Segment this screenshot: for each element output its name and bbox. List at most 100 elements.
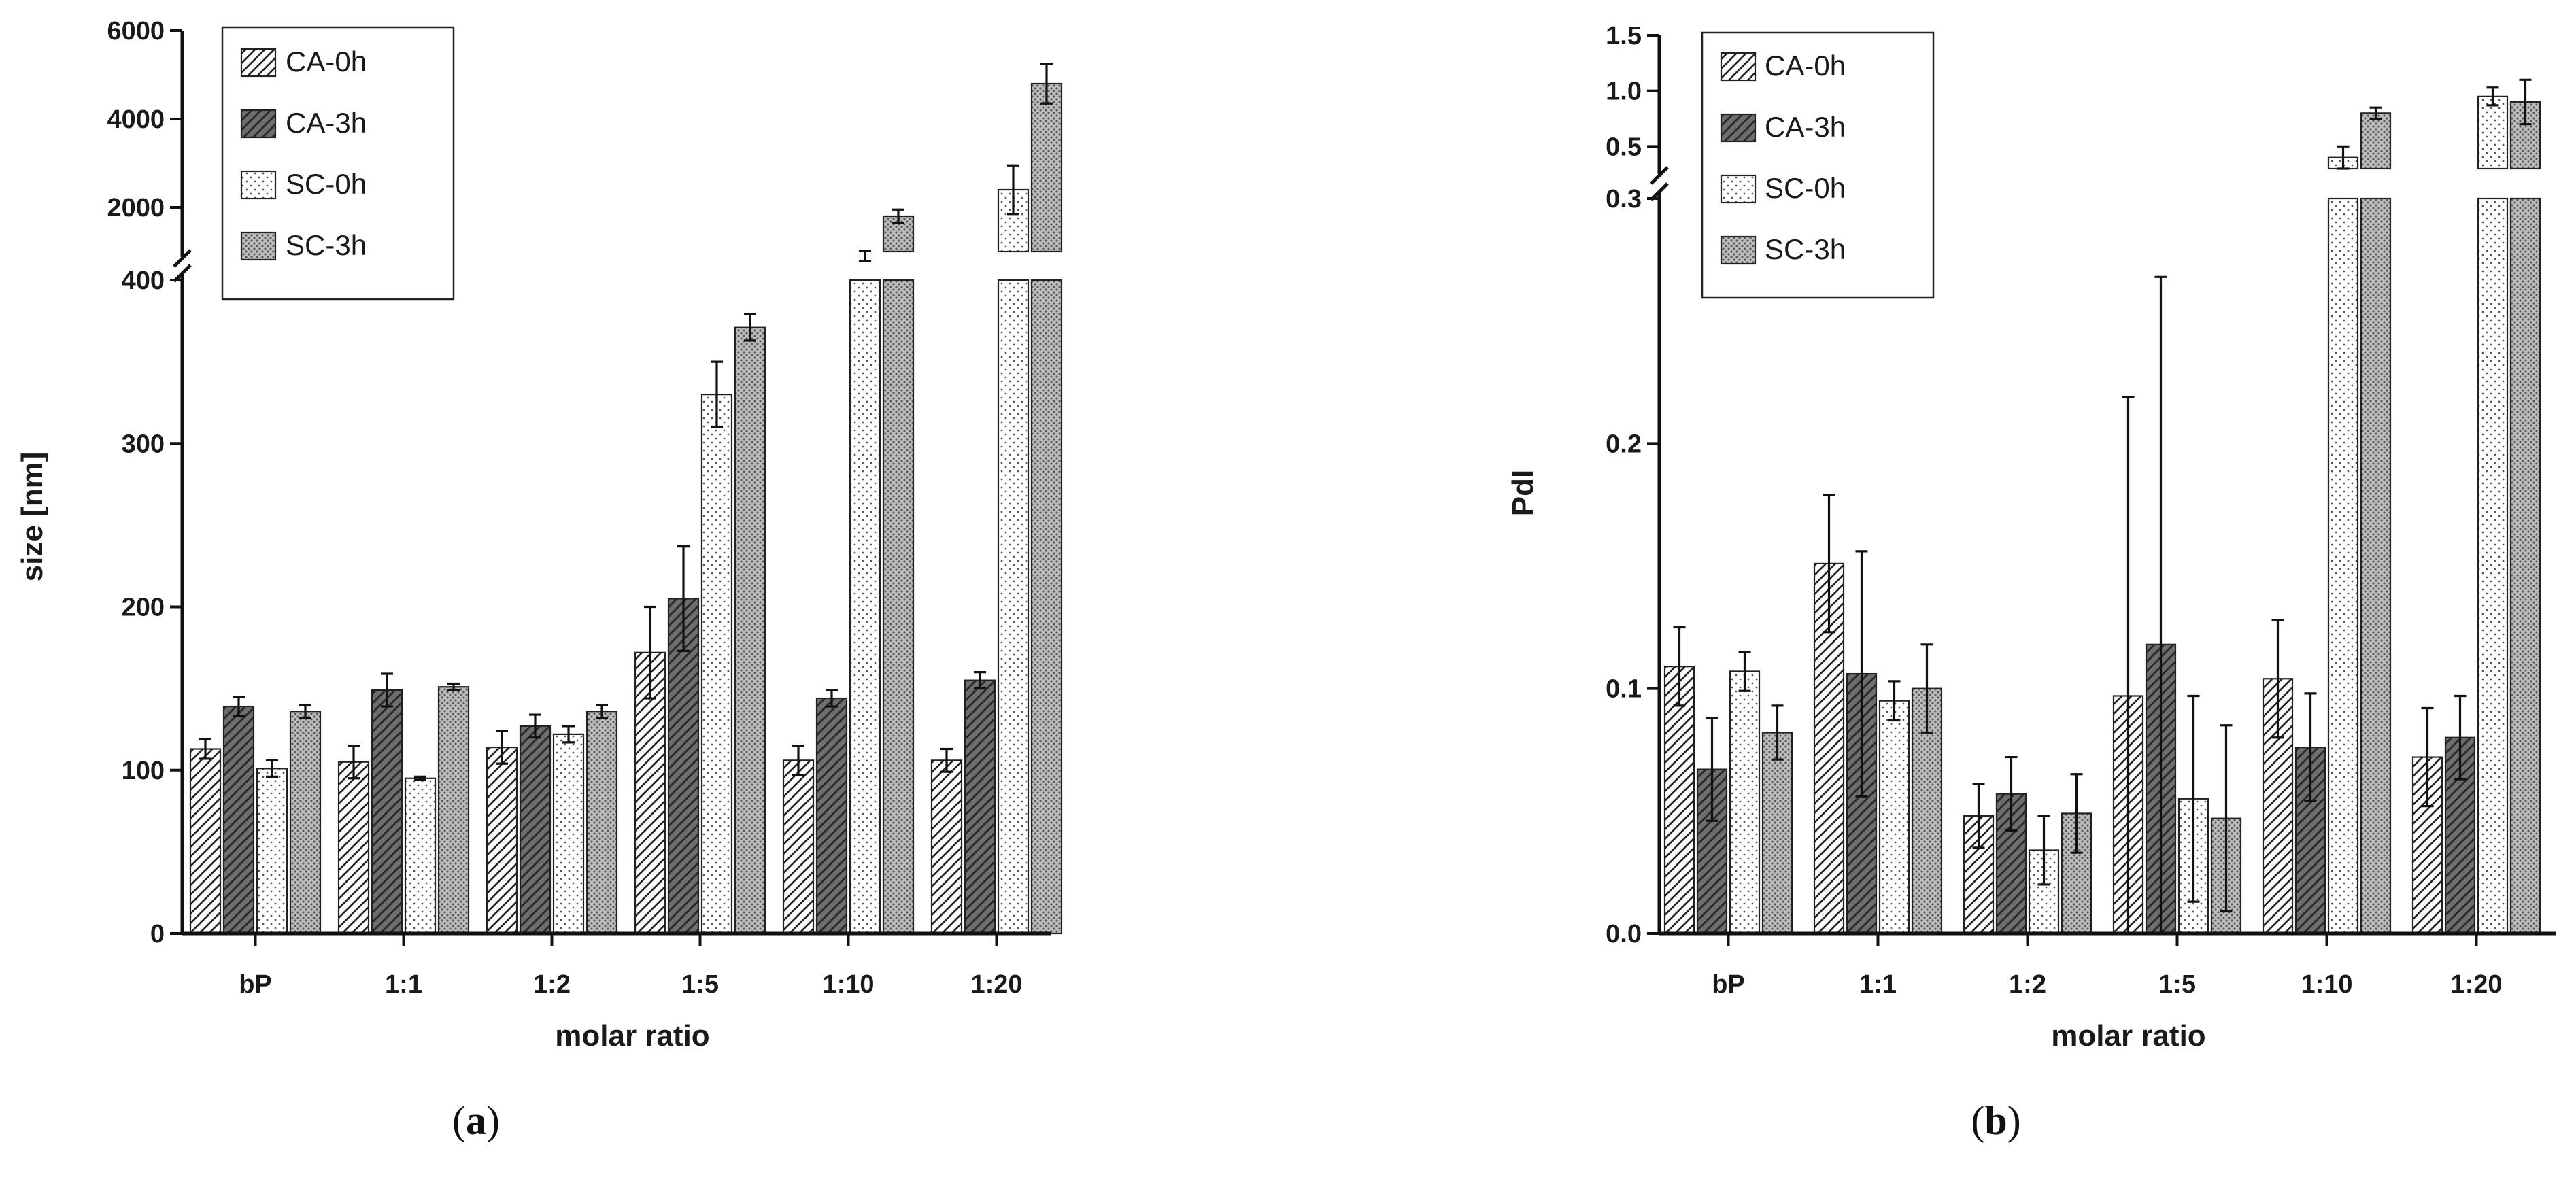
- panel-a-bar-ca-3h-1-10: [815, 697, 848, 935]
- panel-a-bar-sc-0h-1-2: [552, 733, 585, 935]
- panel-a-bar-ca-0h-1-20: [930, 759, 963, 935]
- panel-a-bar-sc-0h-1-1: [404, 777, 437, 935]
- panel-b-y-tick-label: 1.0: [1606, 78, 1642, 106]
- panel-a-legend-label-ca-3h: CA-3h: [286, 107, 367, 139]
- panel-a-y-tick-labels: 0 100 200 300 400 2000 4000 6000: [107, 17, 165, 948]
- panel-b-bar-ca-0h-bp: [1663, 666, 1695, 935]
- panel-b-error-sc-3h-1-1: [1920, 643, 1933, 734]
- panel-a-x-axis-label: molar ratio: [555, 1019, 709, 1052]
- panel-b-error-ca-3h-bp: [1706, 717, 1718, 822]
- panel-a-bar-sc-3h-1-1: [437, 686, 470, 935]
- panel-a-error-ca-3h-1-1: [381, 672, 393, 708]
- panel-a-error-sc-0h-1-20: [1007, 164, 1019, 216]
- panel-b-x-tick-label-1-10: 1:10: [2301, 970, 2352, 999]
- panel-b-caption-letter: b: [1984, 1098, 2007, 1143]
- panel-b-legend-label-ca-0h: CA-0h: [1765, 50, 1846, 82]
- panel-b-error-sc-0h-1-20: [2486, 86, 2499, 107]
- panel-b-pdi-chart: 0.0 0.1 0.2 0.3 0.5 1.0 1.5 bP 1:1 1:2 1:5 1:10 1:2…: [1506, 22, 2556, 1143]
- panel-b-bar-sc-0h-1-20: [2477, 197, 2509, 935]
- panel-a-bar-sc-3h-bp: [289, 711, 322, 935]
- panel-b-legend-swatch-ca-3h: [1720, 113, 1757, 143]
- panel-a-error-sc-3h-1-2: [596, 704, 608, 719]
- panel-b-caption: (b): [1971, 1098, 2020, 1143]
- panel-a-error-sc-3h-1-20: [1040, 63, 1053, 105]
- panel-a-legend-swatch-ca-0h: [240, 48, 277, 78]
- panel-a-error-ca-0h-1-2: [496, 730, 508, 765]
- panel-a-error-ca-0h-1-1: [348, 745, 360, 780]
- panel-b-x-tick-label-1-1: 1:1: [1859, 970, 1897, 999]
- panel-b-bar-sc-3h-bp: [1761, 732, 1793, 935]
- panel-a-y-tick-label: 0: [150, 920, 165, 948]
- panel-a-bar-sc-0h-bp: [256, 768, 288, 935]
- panel-b-x-tick-label-1-20: 1:20: [2450, 970, 2502, 999]
- panel-a-error-ca-3h-bp: [233, 696, 245, 718]
- panel-a-bar-ca-3h-bp: [222, 705, 255, 935]
- panel-a-bar-ca-3h-1-20: [964, 679, 996, 935]
- panel-b-x-tick-label-1-2: 1:2: [2009, 970, 2046, 999]
- panel-a-error-ca-0h-1-20: [940, 747, 953, 773]
- panel-b-bar-sc-3h-1-10-upper: [2360, 112, 2392, 170]
- panel-a-bar-sc-0h-1-5: [700, 394, 733, 935]
- panel-a-y-axis-label: size [nm]: [16, 452, 49, 582]
- panel-a-legend-label-sc-0h: SC-0h: [286, 168, 367, 200]
- panel-a-error-sc-0h-1-2: [562, 725, 575, 744]
- panel-a-x-tick-labels: bP 1:1 1:2 1:5 1:10 1:20: [239, 970, 1022, 999]
- panel-a-caption-letter: a: [466, 1098, 486, 1143]
- panel-a-legend-swatch-sc-3h: [240, 231, 277, 261]
- panel-b-error-ca-0h-1-1: [1823, 494, 1835, 634]
- panel-a-bar-ca-3h-1-2: [519, 725, 552, 935]
- panel-a-bar-ca-0h-1-2: [486, 747, 518, 935]
- panel-b-error-sc-3h-bp: [1771, 704, 1784, 761]
- panel-a-y-tick-label: 100: [122, 757, 165, 785]
- panel-a-y-tick-label: 2000: [107, 194, 165, 222]
- panel-a-error-sc-0h-bp: [266, 759, 278, 778]
- panel-a-bar-ca-3h-1-1: [371, 689, 403, 935]
- panel-b-x-axis-label: molar ratio: [2051, 1019, 2205, 1052]
- panel-a-x-tick-label-bp: bP: [239, 970, 272, 999]
- panel-b-error-ca-3h-1-20: [2454, 694, 2467, 781]
- panel-a-error-sc-0h-1-5: [711, 360, 723, 428]
- panel-b-y-tick-label: 1.5: [1606, 22, 1642, 50]
- panel-a-bar-sc-3h-1-20-upper: [1030, 82, 1063, 253]
- panel-b-legend-swatch-ca-0h: [1720, 52, 1757, 82]
- panel-b-axes: [1647, 34, 2556, 946]
- panel-a-error-ca-3h-1-5: [677, 545, 690, 652]
- panel-a-error-ca-0h-1-10: [792, 745, 804, 776]
- panel-a-x-tick-label-1-2: 1:2: [533, 970, 571, 999]
- panel-a-error-ca-3h-1-2: [529, 713, 541, 739]
- panel-b-error-sc-3h-1-10: [2369, 106, 2382, 120]
- panel-b-y-tick-label: 0.2: [1606, 430, 1642, 458]
- panel-a-error-sc-0h-1-1: [414, 775, 426, 781]
- panel-a-bar-ca-0h-1-10: [782, 759, 815, 935]
- panel-b-y-tick-label: 0.0: [1606, 920, 1642, 948]
- panel-a-error-bars: [199, 63, 1053, 781]
- panel-b-legend-label-sc-0h: SC-0h: [1765, 172, 1846, 204]
- panel-a-legend: CA-0h CA-3h SC-0h SC-3h: [221, 26, 455, 301]
- panel-a-legend-swatch-sc-0h: [240, 170, 277, 200]
- panel-a-bar-sc-3h-1-2: [586, 711, 618, 935]
- panel-a-error-ca-3h-1-10: [826, 689, 838, 708]
- panel-b-bar-sc-0h-1-1: [1878, 700, 1910, 935]
- panel-a-bar-sc-0h-1-20: [997, 279, 1030, 935]
- panel-a-legend-label-ca-0h: CA-0h: [286, 46, 367, 78]
- panel-a-legend-label-sc-3h: SC-3h: [286, 229, 367, 261]
- panel-a-error-ca-0h-1-5: [644, 605, 656, 700]
- panel-a-y-tick-label: 6000: [107, 17, 165, 46]
- panel-b-bar-sc-0h-1-10: [2327, 197, 2359, 935]
- panel-a-x-tick-label-1-1: 1:1: [385, 970, 422, 999]
- panel-a-bar-ca-0h-1-1: [337, 761, 370, 935]
- panel-a-y-tick-label: 300: [122, 430, 165, 458]
- panel-b-bar-sc-0h-bp: [1729, 670, 1761, 935]
- panel-b-error-sc-0h-1-5: [2187, 694, 2200, 903]
- panel-a-bar-sc-3h-1-10: [882, 279, 915, 935]
- panel-b-y-axis-label: PdI: [1506, 470, 1540, 516]
- panel-b-x-tick-label-bp: bP: [1712, 970, 1745, 999]
- panel-b-x-tick-labels: bP 1:1 1:2 1:5 1:10 1:20: [1712, 970, 2502, 999]
- panel-b-error-sc-3h-1-20: [2519, 78, 2532, 126]
- panel-b-legend-label-ca-3h: CA-3h: [1765, 111, 1846, 143]
- panel-b-error-sc-3h-1-5: [2220, 724, 2233, 913]
- panel-b-error-ca-3h-1-2: [2005, 755, 2018, 832]
- panel-a-error-sc-3h-1-1: [447, 682, 460, 691]
- panel-b-error-bars: [1673, 78, 2532, 935]
